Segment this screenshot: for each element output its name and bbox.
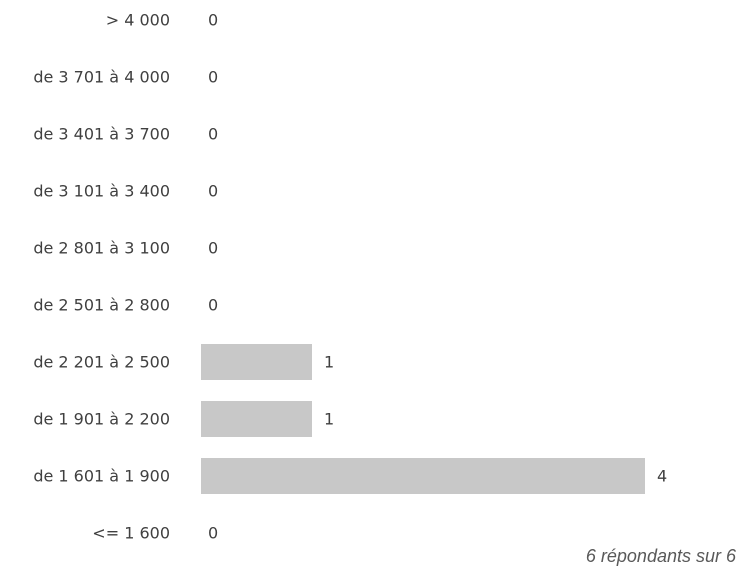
data-label: 0 (208, 68, 218, 87)
category-label: de 3 401 à 3 700 (33, 125, 170, 144)
data-label: 0 (208, 296, 218, 315)
category-label: > 4 000 (106, 11, 170, 30)
category-label: <= 1 600 (92, 524, 170, 543)
category-label: de 3 101 à 3 400 (33, 182, 170, 201)
data-label: 4 (657, 467, 667, 486)
respondents-footnote: 6 répondants sur 6 (585, 546, 736, 566)
data-label: 1 (324, 353, 334, 372)
category-label: de 2 201 à 2 500 (33, 353, 170, 372)
data-label: 1 (324, 410, 334, 429)
category-label: de 3 701 à 4 000 (33, 68, 170, 87)
data-label: 0 (208, 239, 218, 258)
data-label: 0 (208, 182, 218, 201)
category-label: de 2 801 à 3 100 (33, 239, 170, 258)
value-labels: 0 0 0 0 0 0 1 1 4 0 (208, 11, 667, 543)
data-label: 0 (208, 11, 218, 30)
category-label: de 1 901 à 2 200 (33, 410, 170, 429)
category-labels: > 4 000 de 3 701 à 4 000 de 3 401 à 3 700 d… (33, 11, 170, 543)
bar (201, 458, 645, 494)
bar (201, 344, 312, 380)
category-label: de 1 601 à 1 900 (33, 467, 170, 486)
category-label: de 2 501 à 2 800 (33, 296, 170, 315)
data-label: 0 (208, 524, 218, 543)
data-label: 0 (208, 125, 218, 144)
bar (201, 401, 312, 437)
bars (201, 344, 645, 494)
